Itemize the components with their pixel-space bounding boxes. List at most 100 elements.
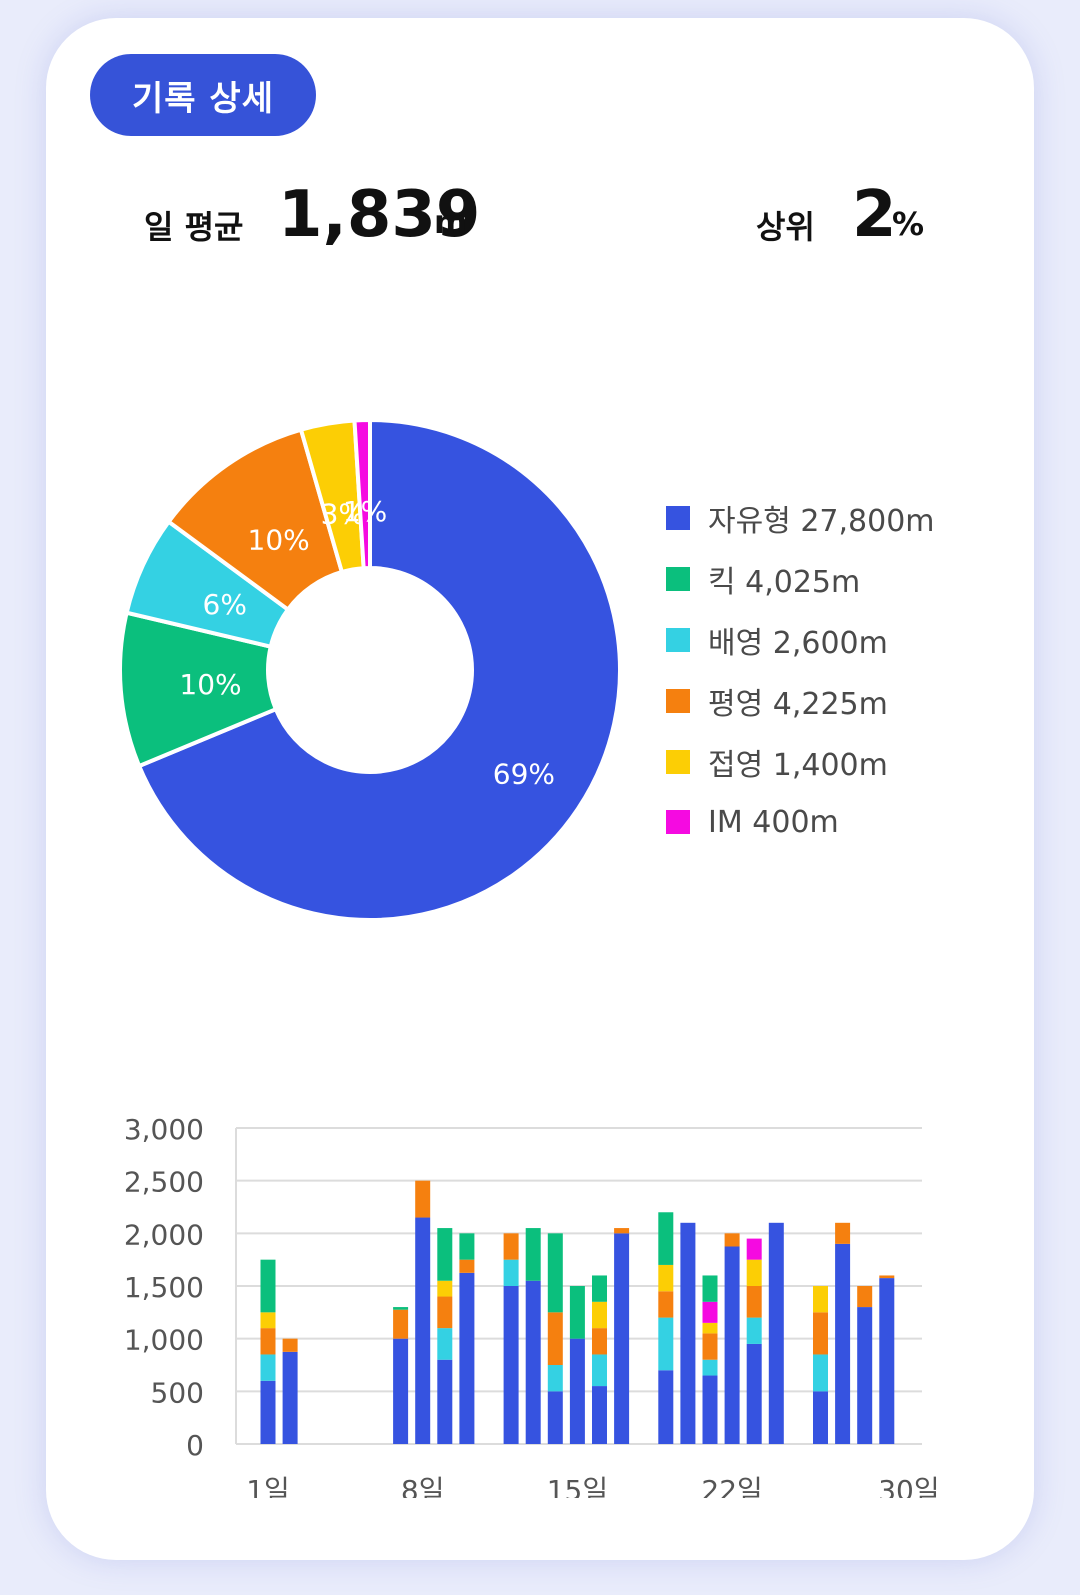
bar-segment-day21-배영 — [702, 1359, 718, 1376]
legend-swatch — [666, 689, 690, 713]
bar-segment-day21-접영 — [702, 1322, 718, 1334]
bar-segment-day19-배영 — [658, 1317, 674, 1371]
donut-slice-IM — [352, 417, 372, 571]
bar-segment-day14-자유형 — [547, 1391, 563, 1444]
y-tick-label: 500 — [151, 1376, 204, 1409]
x-tick-label: 1일 — [246, 1474, 290, 1498]
daily-average-value: 1,839 — [278, 178, 481, 252]
bar-segment-day24-자유형 — [768, 1222, 784, 1444]
bar-segment-day19-접영 — [658, 1264, 674, 1292]
record-detail-card: 기록 상세 일 평균 1,839 m 상위 2 % 69% 10% 6% 10% 3% 1… — [46, 18, 1034, 1560]
bar-segment-day20-자유형 — [680, 1222, 696, 1444]
legend-swatch — [666, 810, 690, 834]
donut-percent-label: 6% — [203, 588, 247, 621]
bar-segment-day26-접영 — [813, 1286, 828, 1313]
rank-value: 2 — [852, 178, 897, 252]
bar-segment-day1-평영 — [260, 1328, 276, 1355]
bar-segment-day23-자유형 — [746, 1343, 762, 1444]
bar-segment-day23-IM — [746, 1238, 762, 1260]
legend-swatch — [666, 628, 690, 652]
bar-segment-day15-킥 — [569, 1286, 585, 1339]
bar-segment-day12-자유형 — [503, 1286, 519, 1444]
y-tick-label: 1,500 — [124, 1271, 204, 1304]
bar-segment-day26-배영 — [813, 1354, 828, 1392]
bar-segment-day1-배영 — [260, 1354, 276, 1381]
bar-segment-day21-평영 — [702, 1333, 718, 1360]
bar-segment-day19-킥 — [658, 1212, 674, 1265]
bar-segment-day12-평영 — [503, 1233, 519, 1260]
x-tick-label: 15일 — [547, 1474, 608, 1498]
bar-segment-day15-자유형 — [569, 1338, 585, 1444]
donut-percent-label: 10% — [248, 524, 310, 557]
bar-segment-day10-평영 — [459, 1259, 475, 1273]
x-tick-label: 8일 — [401, 1474, 445, 1498]
bar-segment-day9-평영 — [437, 1296, 453, 1329]
x-tick-label: 22일 — [701, 1474, 762, 1498]
legend-item-backstroke: 배영 2,600m — [666, 620, 888, 661]
bar-segment-day26-평영 — [813, 1312, 828, 1355]
legend-label: IM 400m — [708, 804, 839, 840]
bar-segment-day1-자유형 — [260, 1380, 276, 1444]
bar-segment-day2-평영 — [282, 1338, 298, 1352]
bar-segment-day9-킥 — [437, 1228, 453, 1281]
bar-segment-day10-자유형 — [459, 1272, 475, 1444]
y-tick-label: 2,500 — [124, 1166, 204, 1199]
donut-slice-평영 — [165, 427, 345, 613]
bar-segment-day22-자유형 — [724, 1246, 740, 1444]
legend-label: 자유형 27,800m — [708, 504, 935, 539]
bar-segment-day8-자유형 — [415, 1217, 431, 1444]
bar-segment-day16-접영 — [592, 1301, 607, 1329]
donut-percent-label: 1% — [343, 495, 387, 528]
stroke-distribution-donut-chart: 69%10%6%10%3%1% — [118, 417, 622, 922]
bar-segment-day19-평영 — [658, 1291, 674, 1318]
bar-segment-day29-평영 — [879, 1275, 895, 1279]
legend-swatch — [666, 506, 690, 530]
y-tick-label: 3,000 — [124, 1113, 204, 1146]
legend-item-kick: 킥 4,025m — [666, 559, 861, 600]
legend-label: 킥 4,025m — [708, 565, 861, 600]
bar-segment-day7-킥 — [393, 1307, 409, 1310]
bar-segment-day22-평영 — [724, 1233, 740, 1247]
bar-segment-day23-배영 — [746, 1317, 762, 1344]
donut-percent-label: 69% — [493, 758, 555, 791]
bar-segment-day27-자유형 — [835, 1243, 851, 1444]
bar-segment-day29-자유형 — [879, 1278, 895, 1444]
bar-segment-day23-평영 — [746, 1286, 762, 1318]
bar-segment-day28-자유형 — [857, 1307, 873, 1444]
bar-segment-day1-접영 — [260, 1312, 276, 1329]
donut-slice-자유형 — [136, 417, 622, 922]
bar-segment-day7-평영 — [393, 1309, 409, 1339]
bar-segment-day27-평영 — [835, 1222, 851, 1244]
rank-label: 상위 — [756, 208, 815, 246]
record-detail-badge: 기록 상세 — [90, 54, 316, 136]
legend-item-im: IM 400m — [666, 802, 839, 842]
bar-segment-day19-자유형 — [658, 1370, 674, 1444]
bar-segment-day14-배영 — [547, 1365, 563, 1392]
bar-segment-day12-배영 — [503, 1259, 519, 1286]
bar-segment-day14-평영 — [547, 1312, 563, 1365]
legend-swatch — [666, 750, 690, 774]
bar-segment-day7-자유형 — [393, 1338, 409, 1444]
daily-average-unit: m — [434, 203, 468, 241]
bar-segment-day13-자유형 — [525, 1280, 541, 1444]
bar-segment-day16-킥 — [592, 1275, 607, 1302]
bar-segment-day23-접영 — [746, 1259, 762, 1286]
legend-label: 접영 1,400m — [708, 748, 888, 783]
bar-segment-day9-배영 — [437, 1328, 453, 1360]
bar-segment-day21-킥 — [702, 1275, 718, 1302]
bar-segment-day10-킥 — [459, 1233, 475, 1260]
bar-segment-day13-킥 — [525, 1228, 541, 1281]
legend-item-freestyle: 자유형 27,800m — [666, 498, 935, 539]
bar-segment-day1-킥 — [260, 1259, 276, 1313]
legend-label: 배영 2,600m — [708, 626, 888, 661]
donut-percent-label: 10% — [179, 668, 241, 701]
daily-average-label: 일 평균 — [144, 208, 244, 246]
bar-segment-day16-배영 — [592, 1354, 607, 1387]
bar-segment-day26-자유형 — [813, 1391, 828, 1444]
bar-segment-day21-IM — [702, 1301, 718, 1323]
legend-item-breaststroke: 평영 4,225m — [666, 681, 888, 722]
rank-unit: % — [892, 205, 925, 243]
bar-segment-day2-자유형 — [282, 1351, 298, 1444]
bar-segment-day17-평영 — [614, 1228, 630, 1234]
bar-segment-day16-평영 — [592, 1328, 607, 1355]
